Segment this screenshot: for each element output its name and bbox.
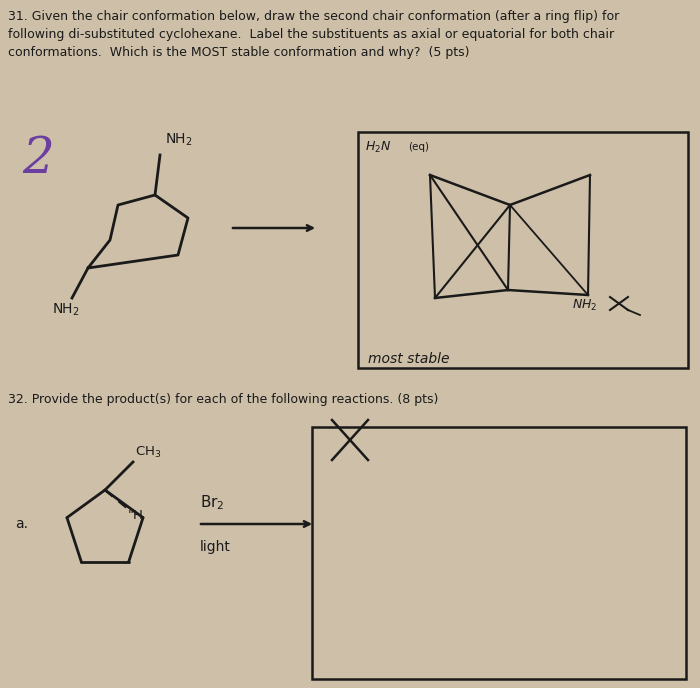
- Text: NH$_2$: NH$_2$: [572, 298, 598, 313]
- Text: following di-substituted cyclohexane.  Label the substituents as axial or equato: following di-substituted cyclohexane. La…: [8, 28, 614, 41]
- Text: conformations.  Which is the MOST stable conformation and why?  (5 pts): conformations. Which is the MOST stable …: [8, 46, 470, 59]
- Text: (eq): (eq): [408, 142, 429, 152]
- Text: 31. Given the chair conformation below, draw the second chair conformation (afte: 31. Given the chair conformation below, …: [8, 10, 620, 23]
- Text: light: light: [200, 540, 231, 554]
- Bar: [358, 132, 688, 368]
- Text: Br$_2$: Br$_2$: [200, 493, 225, 512]
- Text: CH$_3$: CH$_3$: [135, 445, 162, 460]
- Text: 32. Provide the product(s) for each of the following reactions. (8 pts): 32. Provide the product(s) for each of t…: [8, 393, 438, 406]
- Text: NH$_2$: NH$_2$: [165, 131, 192, 148]
- Text: NH$_2$: NH$_2$: [52, 302, 80, 319]
- Text: a.: a.: [15, 517, 28, 531]
- Text: "H: "H: [128, 509, 144, 522]
- Bar: [312, 427, 686, 679]
- Text: most stable: most stable: [368, 352, 449, 366]
- Text: H$_2$N: H$_2$N: [365, 140, 391, 155]
- Text: 2: 2: [22, 135, 54, 184]
